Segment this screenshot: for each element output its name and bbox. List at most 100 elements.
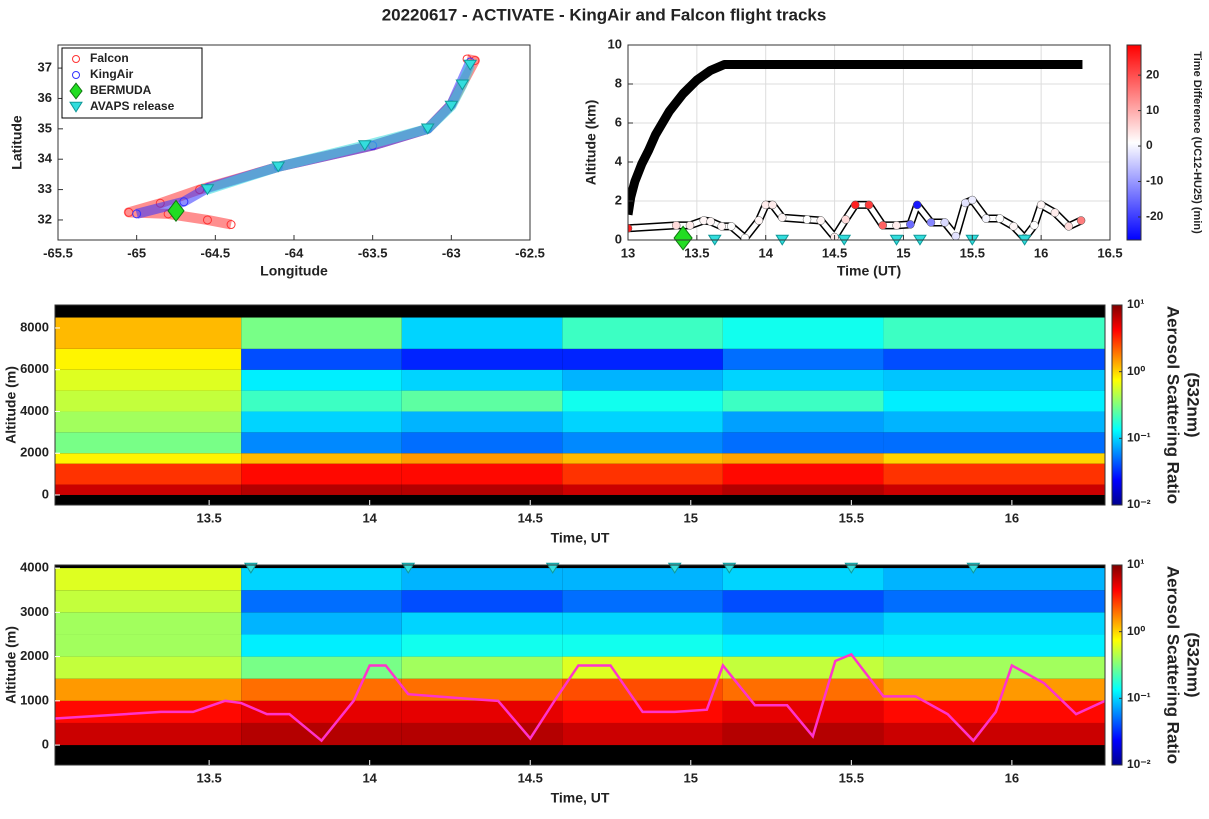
- heat-cell: [722, 590, 884, 613]
- legend-label: AVAPS release: [90, 99, 175, 113]
- marker: [243, 562, 258, 574]
- colorbar-tick-label: 10⁰: [1127, 364, 1145, 378]
- legend-marker: [69, 101, 83, 113]
- heat-cell: [55, 432, 242, 454]
- line: [55, 652, 1105, 743]
- point: [968, 195, 977, 205]
- heat-cell: [562, 390, 723, 412]
- heat-cell: [55, 612, 242, 635]
- colorbar-tick-label: 10⁻¹: [1127, 431, 1151, 445]
- heat-cell: [241, 656, 402, 679]
- y-tick-label: 2: [615, 192, 622, 207]
- heat-cell: [883, 453, 1105, 464]
- heat-cell: [883, 348, 1105, 370]
- heat-cell: [562, 463, 723, 485]
- marker: [401, 562, 416, 574]
- point: [981, 214, 991, 223]
- x-tick-label: 14.5: [518, 770, 543, 785]
- point: [202, 215, 212, 225]
- marker: [667, 562, 682, 574]
- heat-cell: [241, 463, 402, 485]
- y-tick-label: 2000: [20, 648, 49, 663]
- heat-cell: [562, 656, 723, 679]
- colorbar-tick-label: -10: [1146, 174, 1164, 188]
- point: [1050, 208, 1060, 217]
- heat-cell: [722, 722, 884, 746]
- x-tick-label: 14: [758, 245, 773, 260]
- point: [864, 200, 874, 210]
- x-tick-label: -64.5: [201, 245, 231, 260]
- x-tick-label: -63: [442, 245, 461, 260]
- legend-marker: [69, 82, 83, 100]
- point: [1030, 221, 1039, 230]
- heat-cell: [883, 634, 1105, 657]
- heat-cell: [55, 317, 242, 349]
- heat-cell: [562, 453, 723, 464]
- heat-cell: [722, 634, 884, 657]
- x-tick-label: 13: [621, 245, 635, 260]
- heat-cell: [722, 369, 884, 391]
- x-axis-label: Time (UT): [837, 263, 901, 279]
- heat-cell: [401, 453, 563, 464]
- point: [463, 59, 478, 71]
- heat-cell: [241, 700, 402, 723]
- heat-cell: [722, 700, 884, 723]
- heat-cell: [883, 390, 1105, 412]
- heat-cell: [562, 369, 723, 391]
- x-tick-label: 13.5: [196, 770, 221, 785]
- point: [167, 199, 185, 223]
- x-tick-label: 14.5: [822, 245, 847, 260]
- heat-cell: [722, 432, 884, 454]
- point: [850, 200, 860, 210]
- heat-cell: [722, 484, 884, 495]
- colorbar-label: (532nm): [1184, 372, 1203, 437]
- colorbar-label: Aerosol Scattering Ratio: [1164, 306, 1183, 504]
- x-axis-label: Time, UT: [551, 790, 610, 806]
- y-tick-label: 8000: [20, 319, 49, 334]
- point: [444, 100, 459, 112]
- heat-cell: [722, 656, 884, 679]
- x-tick-label: 16.5: [1097, 245, 1122, 260]
- point: [727, 222, 736, 231]
- colorbar-label: (532nm): [1184, 632, 1203, 697]
- x-tick-label: -65: [127, 245, 146, 260]
- point: [357, 140, 372, 152]
- point: [926, 218, 936, 227]
- heat-cell: [562, 634, 723, 657]
- x-tick-label: 14: [362, 510, 377, 525]
- heat-cell: [883, 484, 1105, 495]
- point: [706, 217, 715, 226]
- point: [878, 221, 888, 230]
- heat-cell: [241, 590, 402, 613]
- heat-cell: [241, 411, 402, 433]
- heat-cell: [722, 317, 884, 349]
- point: [455, 79, 470, 91]
- y-tick-label: 36: [38, 90, 52, 105]
- x-tick-label: 16: [1034, 245, 1048, 260]
- x-tick-label: -62.5: [515, 245, 545, 260]
- colorbar-tick-label: 10⁻²: [1127, 757, 1151, 771]
- heat-cell: [562, 432, 723, 454]
- heat-cell: [401, 369, 563, 391]
- plot-layer: [628, 45, 1110, 240]
- heat-cell: [241, 348, 402, 370]
- heat-cell: [883, 568, 1105, 591]
- y-tick-label: 4000: [20, 560, 49, 575]
- heat-cell: [883, 317, 1105, 349]
- plot-layer: [55, 317, 1105, 495]
- marker: [673, 225, 693, 251]
- heat-cell: [55, 634, 242, 657]
- heat-cell: [883, 463, 1105, 485]
- heat-cell: [883, 590, 1105, 613]
- point: [754, 216, 764, 225]
- point: [892, 221, 901, 230]
- y-tick-label: 8: [615, 75, 622, 90]
- point: [226, 220, 236, 230]
- heat-cell: [241, 317, 402, 349]
- colorbar-tick-label: 20: [1146, 67, 1160, 81]
- colorbar-tick-label: 0: [1146, 138, 1153, 152]
- x-tick-label: -63.5: [358, 245, 388, 260]
- heat-cell: [55, 453, 242, 464]
- y-tick-label: 3000: [20, 604, 49, 619]
- heat-cell: [562, 722, 723, 746]
